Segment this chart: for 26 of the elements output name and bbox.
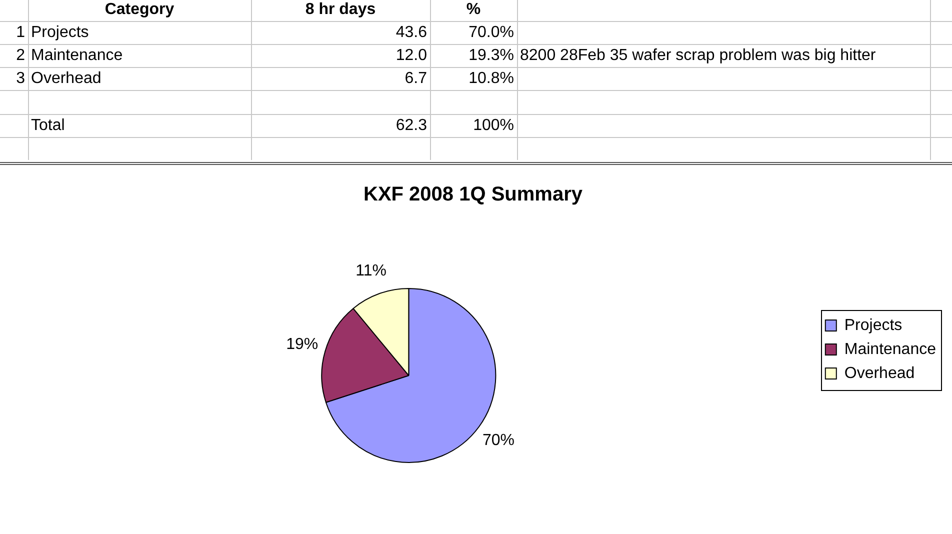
- text: 43.6: [394, 23, 427, 43]
- category-label: Maintenance: [31, 47, 123, 64]
- text: 6.7: [404, 69, 427, 89]
- text: 3: [15, 69, 25, 89]
- text: 19.3%: [468, 46, 514, 66]
- data-label: 70%: [482, 432, 515, 450]
- text: 70.0%: [468, 23, 514, 43]
- category-label: Projects: [31, 24, 89, 41]
- text: Category: [104, 0, 176, 20]
- text: 2: [15, 46, 25, 66]
- data-label: 19%: [286, 336, 318, 353]
- text: 8200 28Feb 35 wafer scrap problem was big hitter: [520, 46, 877, 66]
- category-label: Overhead: [31, 70, 102, 87]
- chart-title: KXF 2008 1Q Summary: [364, 184, 584, 206]
- text: 12.0: [394, 46, 427, 66]
- text: Total: [31, 116, 66, 136]
- legend-label: Maintenance: [844, 340, 936, 358]
- legend-label: Overhead: [844, 364, 915, 382]
- text: 10.8%: [468, 69, 514, 89]
- text: 1: [15, 23, 25, 43]
- text: 100%: [472, 116, 514, 136]
- text: 62.3: [394, 116, 427, 136]
- text: 8 hr days: [304, 0, 377, 20]
- text: %: [465, 0, 482, 20]
- legend-label: Projects: [844, 316, 902, 334]
- data-label: 11%: [356, 262, 387, 280]
